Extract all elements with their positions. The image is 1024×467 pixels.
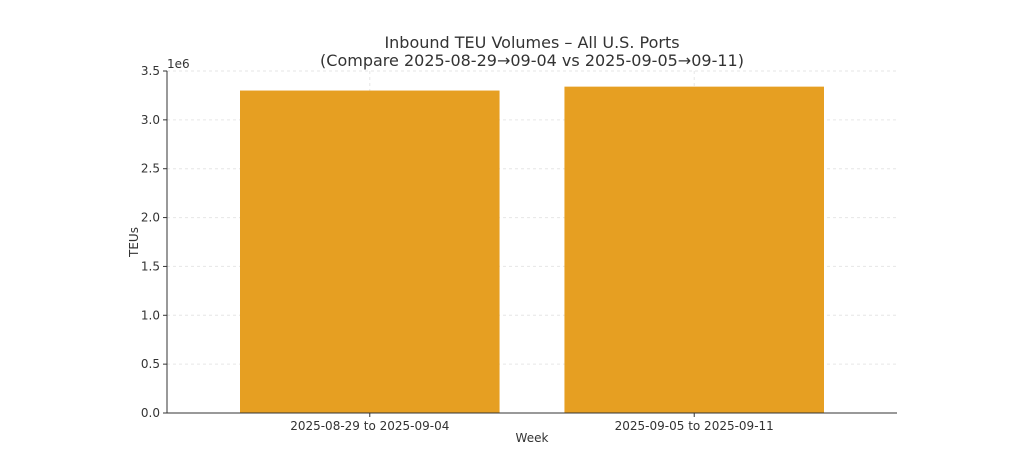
y-tick-label: 1.0	[141, 308, 160, 322]
y-axis-label: TEUs	[127, 227, 141, 258]
y-tick-label: 0.5	[141, 357, 160, 371]
y-tick-label: 0.0	[141, 406, 160, 420]
chart-subtitle: (Compare 2025-08-29→09-04 vs 2025-09-05→…	[320, 51, 744, 70]
chart-title: Inbound TEU Volumes – All U.S. Ports	[384, 33, 679, 52]
bar-layer	[240, 86, 824, 414]
y-tick-label: 2.0	[141, 211, 160, 225]
y-tick-label: 3.5	[141, 64, 160, 78]
y-tick-label: 2.5	[141, 162, 160, 176]
y-tick-label: 1.5	[141, 259, 160, 273]
y-offset-label: 1e6	[167, 57, 190, 71]
bar	[564, 86, 824, 414]
x-tick-label: 2025-09-05 to 2025-09-11	[615, 419, 774, 433]
bar	[240, 90, 500, 414]
axis-layer	[166, 71, 897, 414]
x-tick-label: 2025-08-29 to 2025-09-04	[290, 419, 449, 433]
tick-layer: 0.0 0.5 1.0 1.5 2.0 2.5 3.0 3.5 2025-08-29 to 20…	[141, 64, 774, 433]
x-axis-label: Week	[516, 431, 549, 445]
y-tick-label: 3.0	[141, 113, 160, 127]
